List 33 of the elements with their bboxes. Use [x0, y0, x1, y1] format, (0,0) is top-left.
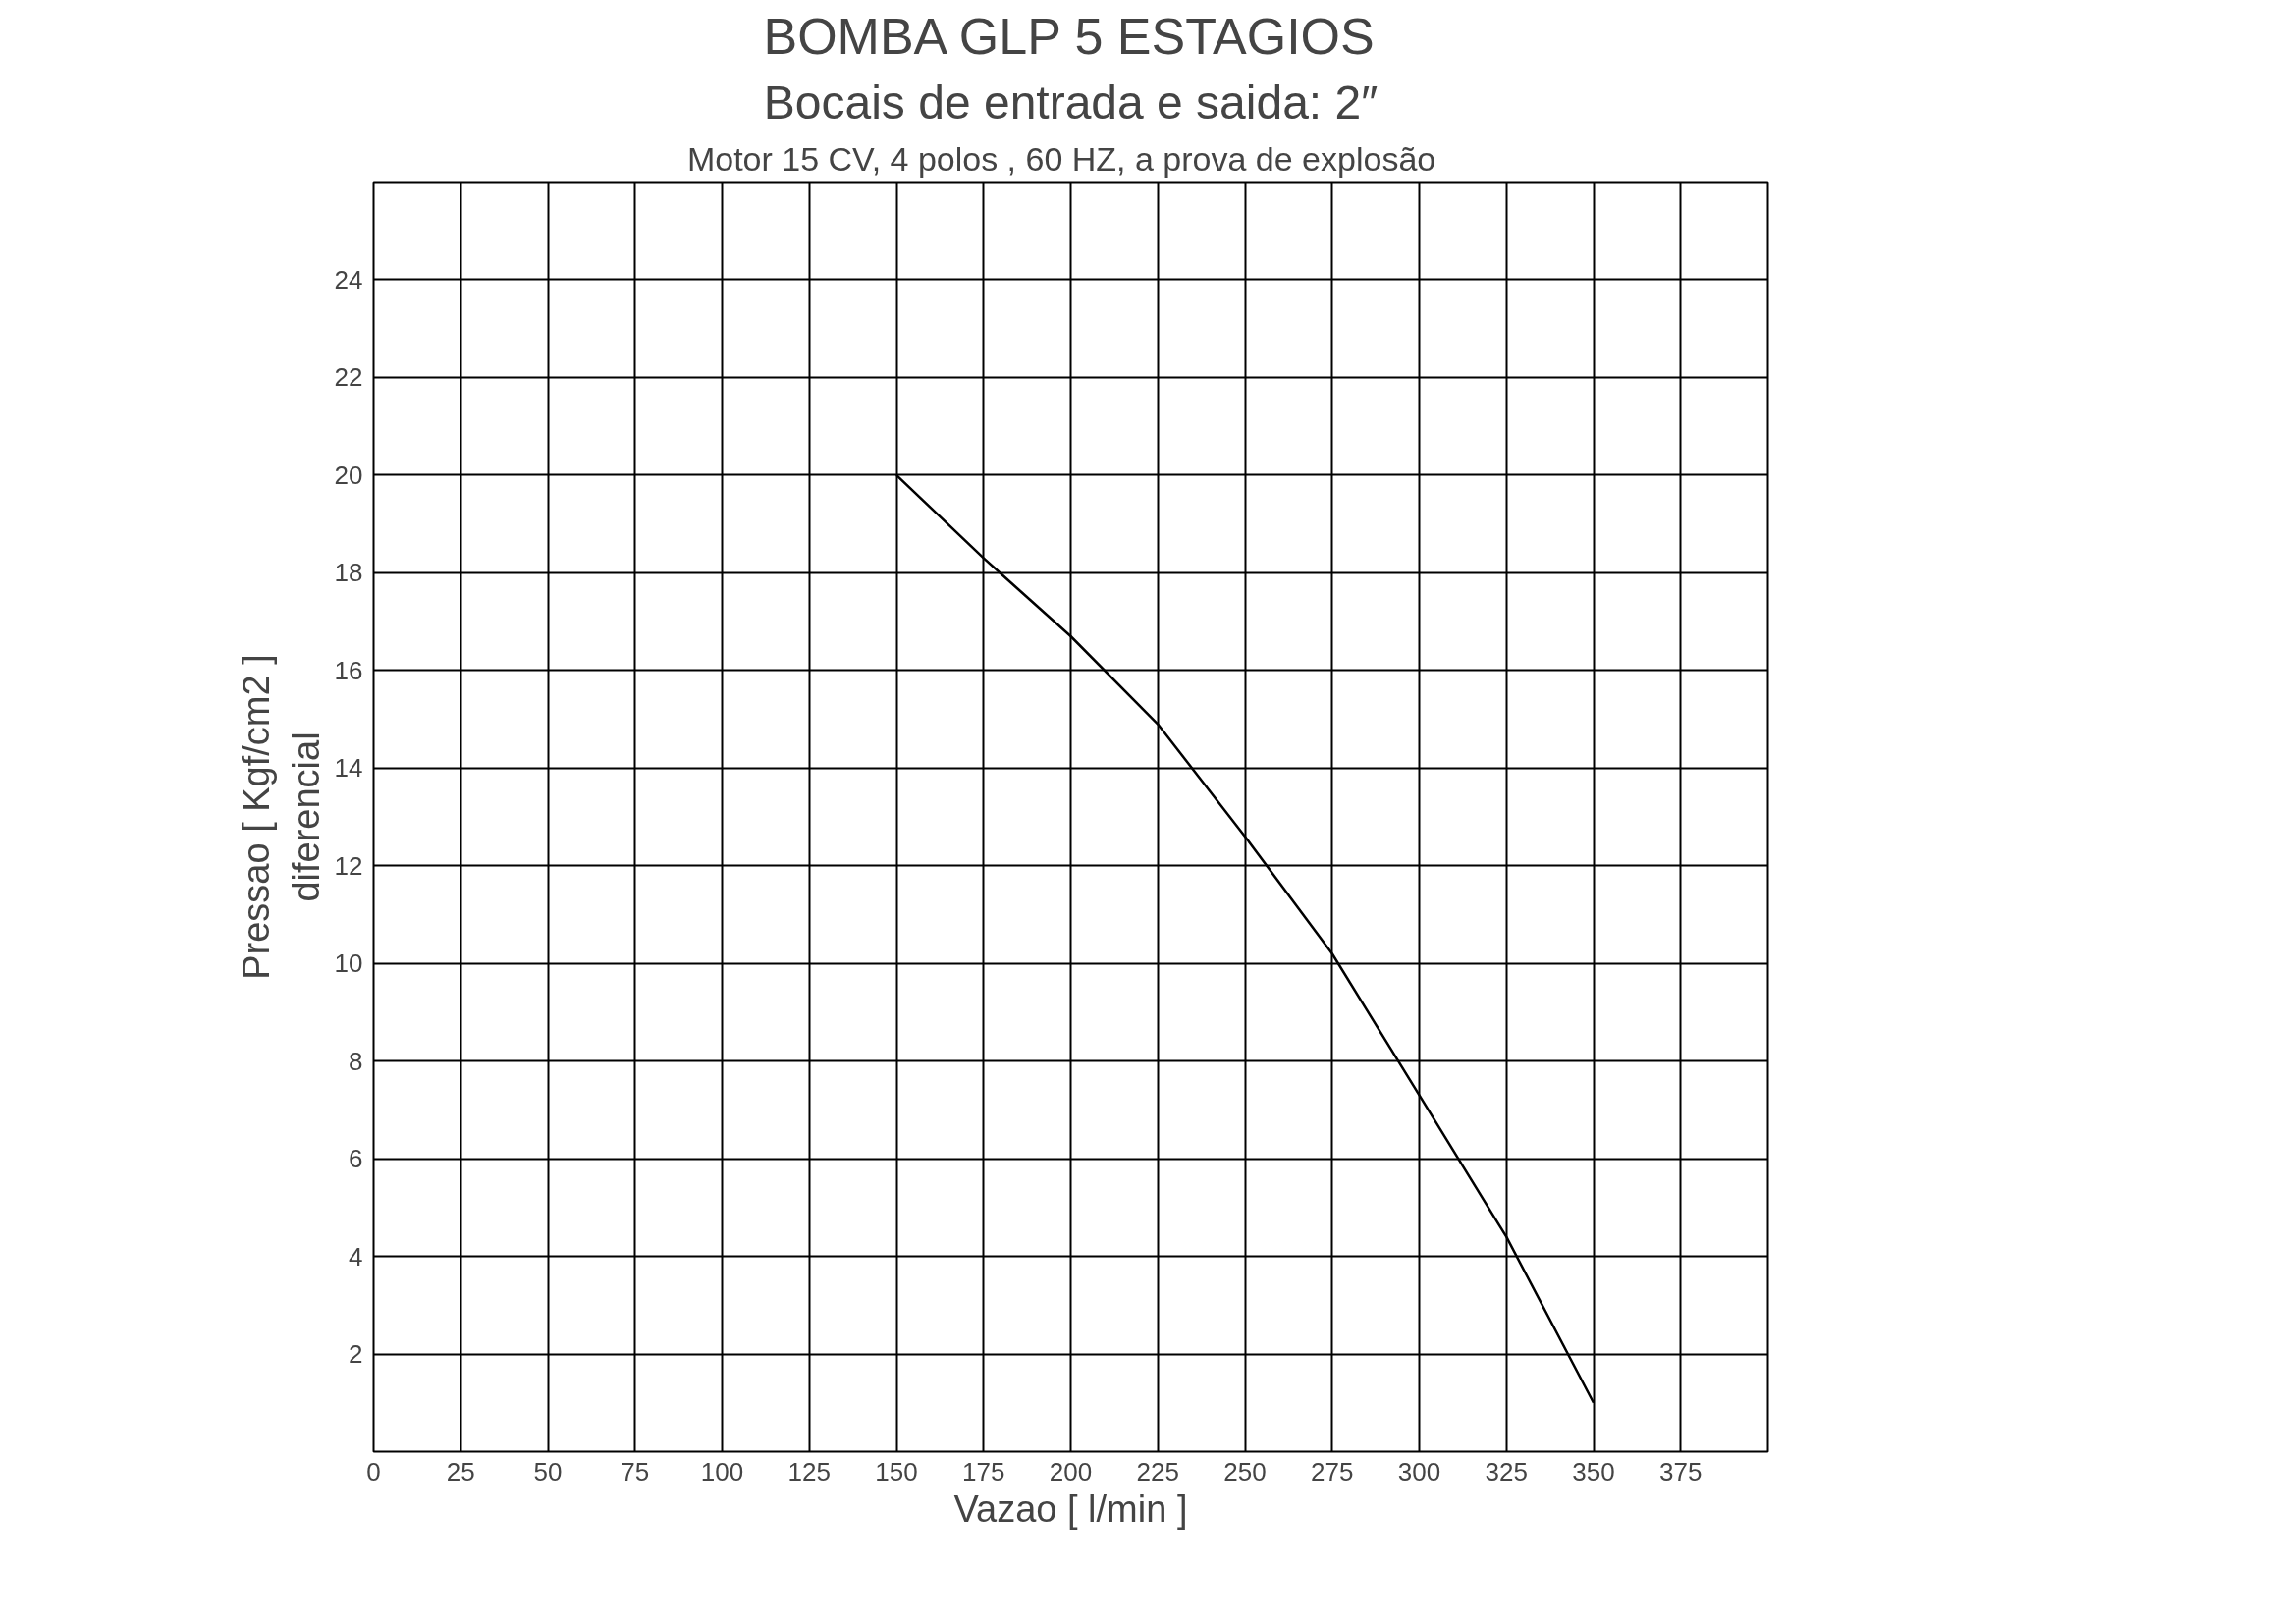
- y-tick-label: 24: [334, 264, 363, 295]
- x-tick-label: 25: [446, 1456, 475, 1487]
- x-tick-label: 175: [962, 1456, 1005, 1487]
- x-tick-label: 125: [787, 1456, 831, 1487]
- y-tick-label: 22: [334, 362, 363, 393]
- x-tick-label: 50: [533, 1456, 563, 1487]
- y-tick-label: 12: [334, 850, 363, 881]
- y-tick-label: 8: [349, 1046, 363, 1076]
- y-tick-label: 6: [349, 1144, 363, 1174]
- y-tick-label: 4: [349, 1241, 363, 1272]
- y-axis-title: Pressao [ Kgf/cm2 ] diferencial: [236, 654, 327, 980]
- x-tick-label: 0: [366, 1456, 381, 1487]
- chart-title: BOMBA GLP 5 ESTAGIOS: [763, 7, 1375, 65]
- y-tick-label: 2: [349, 1339, 363, 1370]
- y-tick-label: 14: [334, 753, 363, 784]
- x-tick-label: 375: [1659, 1456, 1703, 1487]
- x-tick-label: 150: [875, 1456, 918, 1487]
- x-tick-label: 350: [1572, 1456, 1615, 1487]
- y-tick-label: 10: [334, 948, 363, 979]
- x-tick-label: 200: [1049, 1456, 1093, 1487]
- x-tick-label: 275: [1311, 1456, 1354, 1487]
- x-tick-label: 100: [700, 1456, 744, 1487]
- y-tick-label: 18: [334, 558, 363, 588]
- x-tick-label: 325: [1485, 1456, 1528, 1487]
- x-tick-label: 300: [1397, 1456, 1441, 1487]
- y-tick-label: 16: [334, 655, 363, 685]
- x-tick-label: 250: [1223, 1456, 1267, 1487]
- x-tick-label: 75: [621, 1456, 650, 1487]
- text: Motor 15 CV, 4 polos , 60 HZ, a prova de explosão: [686, 139, 1436, 178]
- x-tick-label: 225: [1136, 1456, 1179, 1487]
- chart-subtitle: Bocais de entrada e saida: 2″: [763, 76, 1379, 129]
- y-tick-label: 20: [334, 460, 363, 490]
- x-axis-title: Vazao [ l/min ]: [953, 1488, 1188, 1530]
